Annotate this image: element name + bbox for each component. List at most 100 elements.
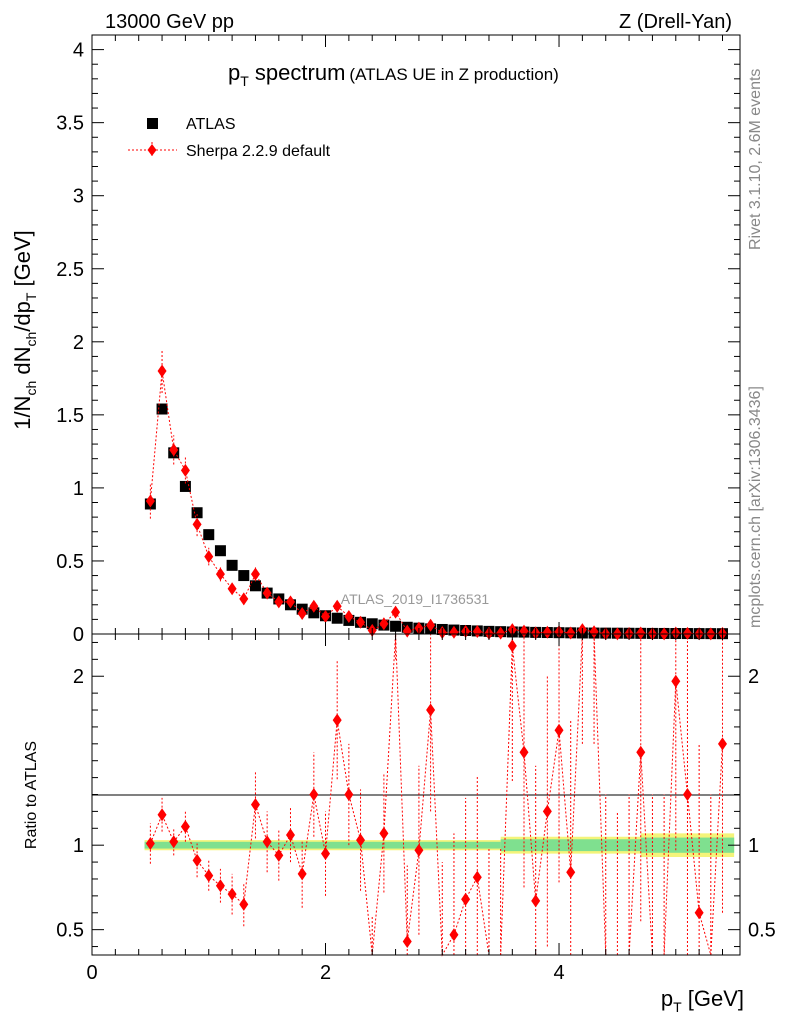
atlas-point xyxy=(203,529,215,541)
ratio-ytick-label-right: 0.5 xyxy=(748,920,776,942)
ratio-point xyxy=(239,897,249,911)
process-label: Z (Drell-Yan) xyxy=(619,11,732,33)
ratio-point xyxy=(274,848,284,862)
xlabel-unit: [GeV] xyxy=(682,986,744,1011)
ratio-point xyxy=(449,928,459,942)
ratio-ytick-label: 2 xyxy=(73,666,84,688)
atlas-point xyxy=(226,559,238,571)
ratio-point xyxy=(262,835,272,849)
legend-sherpa-label: Sherpa 2.2.9 default xyxy=(186,143,331,160)
ratio-point xyxy=(671,674,681,688)
ratio-xtick-label: 0 xyxy=(86,962,97,984)
ratio-point xyxy=(215,879,225,893)
ratio-xlabel: pT [GeV] xyxy=(661,986,744,1015)
ratio-point xyxy=(356,833,366,847)
sherpa-point xyxy=(262,586,272,600)
sherpa-point xyxy=(379,617,389,631)
sherpa-point xyxy=(169,443,179,457)
title-sub: T xyxy=(240,73,249,89)
main-ytick-label: 1 xyxy=(73,478,84,500)
sherpa-point xyxy=(239,592,249,606)
main-ytick-label: 2.5 xyxy=(56,259,84,281)
sherpa-point xyxy=(449,625,459,639)
sherpa-point xyxy=(309,599,319,613)
atlas-point xyxy=(214,545,226,557)
title-main: p xyxy=(228,60,240,85)
ratio-point xyxy=(204,869,214,883)
main-axis-ticks: 0 0.5 1 1.5 2 2.5 3 3.5 4 xyxy=(56,34,740,646)
ratio-point xyxy=(145,836,155,850)
ratio-xtick-label: 4 xyxy=(553,962,564,984)
sherpa-point xyxy=(636,626,646,640)
ratio-point xyxy=(321,847,331,861)
ylabel-sub1: ch xyxy=(23,381,39,396)
xlabel-sub: T xyxy=(673,999,682,1015)
atlas-point xyxy=(156,403,168,415)
ratio-point xyxy=(414,843,424,857)
ratio-point xyxy=(344,788,354,801)
sherpa-point xyxy=(321,609,331,623)
sherpa-point xyxy=(204,550,214,564)
ratio-point xyxy=(379,826,389,840)
ratio-point xyxy=(332,713,342,727)
ratio-frame xyxy=(91,633,741,956)
ratio-point xyxy=(507,639,517,653)
ratio-ytick-label-right: 2 xyxy=(748,666,759,688)
ratio-point xyxy=(169,835,179,849)
ratio-point xyxy=(694,906,704,920)
main-ylabel: 1/Nch dNch/dpT [GeV] xyxy=(10,230,39,430)
ratio-point xyxy=(717,737,727,751)
main-ytick-label: 4 xyxy=(73,40,84,62)
sherpa-point xyxy=(192,517,202,531)
ratio-point xyxy=(250,798,260,812)
ratio-point xyxy=(554,723,564,737)
sherpa-point xyxy=(589,625,599,639)
legend-sherpa-marker xyxy=(147,144,157,156)
sherpa-point xyxy=(344,609,354,623)
ratio-ytick-label-right: 1 xyxy=(748,835,759,857)
sherpa-point xyxy=(566,626,576,640)
legend: ATLAS Sherpa 2.2.9 default xyxy=(128,116,331,160)
atlas-point xyxy=(366,618,378,630)
ratio-axis-ticks: 0.5 0.5 1 1 2 2 0 2 4 xyxy=(56,634,776,984)
atlas-point xyxy=(249,580,261,592)
ratio-point xyxy=(461,892,471,906)
energy-label: 13000 GeV pp xyxy=(105,11,234,33)
atlas-point xyxy=(179,480,191,492)
ratio-point xyxy=(519,745,529,759)
sherpa-point xyxy=(297,607,307,621)
ratio-panel: 0.5 0.5 1 1 2 2 0 2 4 Ratio to ATLAS pT [GeV] xyxy=(23,633,776,1015)
ratio-point xyxy=(192,853,202,867)
ylabel-mid: dN xyxy=(10,347,35,381)
sherpa-point xyxy=(356,615,366,629)
title-note: (ATLAS UE in Z production) xyxy=(349,65,558,84)
sherpa-point xyxy=(682,626,692,640)
ratio-point xyxy=(472,870,482,884)
rivet-label: Rivet 3.1.10, 2.6M events xyxy=(747,69,764,250)
sherpa-point xyxy=(426,618,436,632)
sherpa-point xyxy=(285,595,295,609)
ratio-point xyxy=(566,865,576,879)
ylabel-sub3: T xyxy=(23,292,39,301)
ratio-point xyxy=(180,820,190,834)
ratio-ytick-label: 1 xyxy=(73,835,84,857)
sherpa-point xyxy=(472,625,482,639)
analysis-label: ATLAS_2019_I1736531 xyxy=(341,591,490,607)
xlabel-main: p xyxy=(661,986,673,1011)
ratio-point xyxy=(542,804,552,818)
sherpa-point xyxy=(391,605,401,619)
ratio-point xyxy=(227,887,237,901)
ylabel-unit: [GeV] xyxy=(10,230,35,292)
sherpa-point xyxy=(496,626,506,640)
ratio-point xyxy=(636,745,646,759)
ylabel-sub2: ch xyxy=(23,332,39,347)
main-ytick-label: 2 xyxy=(73,332,84,354)
ratio-xtick-label: 2 xyxy=(320,962,331,984)
main-ytick-label: 3.5 xyxy=(56,113,84,135)
mcplots-label: mcplots.cern.ch [arXiv:1306.3436] xyxy=(747,386,764,628)
ylabel-text: 1/N xyxy=(10,396,35,430)
ratio-uncertainty-bands xyxy=(144,833,735,858)
legend-atlas-marker xyxy=(147,118,158,129)
sherpa-point xyxy=(274,595,284,609)
